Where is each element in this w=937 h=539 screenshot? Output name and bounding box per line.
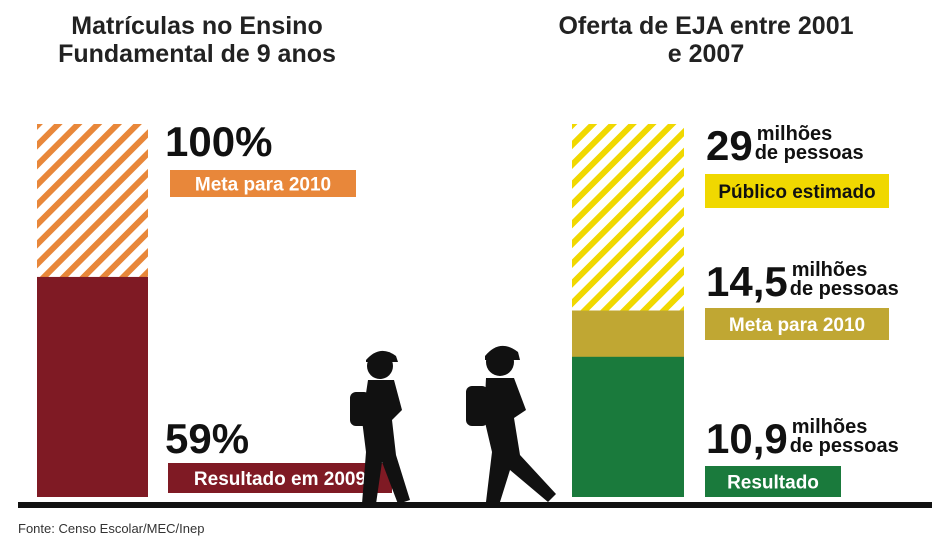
category-label: Resultado em 2009 xyxy=(194,469,366,490)
category-label: Público estimado xyxy=(718,182,875,203)
value-label: 100% xyxy=(165,118,272,165)
value-label: 29 xyxy=(706,122,753,169)
source: Fonte: Censo Escolar/MEC/Inep xyxy=(18,521,204,536)
bar xyxy=(572,357,684,497)
category-label: Meta para 2010 xyxy=(729,315,865,336)
unit-label: de pessoas xyxy=(790,278,899,300)
category-label: Meta para 2010 xyxy=(195,175,331,196)
infographic: Fonte: Censo Escolar/MEC/Inep Matrículas… xyxy=(0,0,937,539)
value-label: 10,9 xyxy=(706,415,788,462)
category-label: Resultado xyxy=(727,473,819,494)
value-label: 59% xyxy=(165,415,249,462)
value-label: 14,5 xyxy=(706,258,788,305)
bar xyxy=(37,277,148,497)
unit-label: de pessoas xyxy=(755,142,864,164)
unit-label: de pessoas xyxy=(790,435,899,457)
